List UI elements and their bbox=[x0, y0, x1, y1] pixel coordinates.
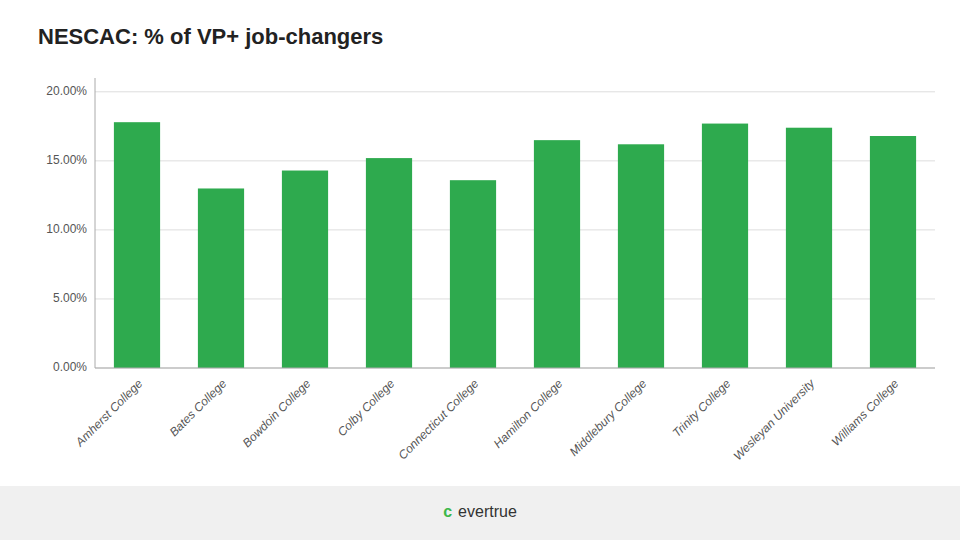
y-axis-line bbox=[95, 78, 96, 368]
y-tick-label: 0.00% bbox=[53, 360, 87, 374]
bar bbox=[870, 136, 916, 368]
x-tick-label: Bates College bbox=[167, 376, 230, 439]
y-tick-label: 5.00% bbox=[53, 291, 87, 305]
x-tick-label: Connecticut College bbox=[395, 376, 481, 462]
grid-line bbox=[95, 368, 935, 369]
bar bbox=[366, 158, 412, 368]
x-tick-label: Colby College bbox=[335, 376, 398, 439]
y-tick-label: 10.00% bbox=[46, 222, 87, 236]
x-tick-label: Bowdoin College bbox=[240, 376, 314, 450]
y-tick-label: 20.00% bbox=[46, 84, 87, 98]
footer: ᴄ evertrue bbox=[443, 503, 517, 520]
x-tick-label: Hamilton College bbox=[491, 376, 566, 451]
bar bbox=[702, 124, 748, 368]
background bbox=[0, 0, 960, 540]
bar bbox=[114, 122, 160, 368]
x-axis-line bbox=[95, 368, 935, 369]
footer-text: evertrue bbox=[458, 503, 517, 520]
x-tick-label: Wesleyan University bbox=[731, 376, 818, 463]
footer-logo: ᴄ bbox=[443, 503, 452, 520]
bar bbox=[534, 140, 580, 368]
x-axis-labels: Amherst College Bates CollegeBowdoin Coll… bbox=[72, 376, 902, 463]
chart: NESCAC: % of VP+ job-changers 0.00% 5.00% 1… bbox=[0, 0, 960, 540]
bar bbox=[618, 144, 664, 368]
x-tick-label: Amherst College bbox=[72, 376, 146, 450]
y-tick-label: 15.00% bbox=[46, 153, 87, 167]
x-tick-label: Middlebury College bbox=[567, 376, 650, 459]
bars bbox=[114, 122, 916, 368]
title: NESCAC: % of VP+ job-changers bbox=[38, 24, 383, 49]
x-tick-label: Trinity College bbox=[670, 376, 734, 440]
grid-line bbox=[95, 91, 935, 92]
bar bbox=[282, 171, 328, 368]
bar bbox=[786, 128, 832, 368]
bar bbox=[450, 180, 496, 368]
grid bbox=[95, 92, 935, 368]
x-tick-label: Williams College bbox=[829, 376, 902, 449]
footer-band bbox=[0, 486, 960, 540]
bar bbox=[198, 188, 244, 368]
y-axis-labels: 0.00% 5.00% 10.00% 15.00% 20.00% bbox=[46, 84, 87, 374]
